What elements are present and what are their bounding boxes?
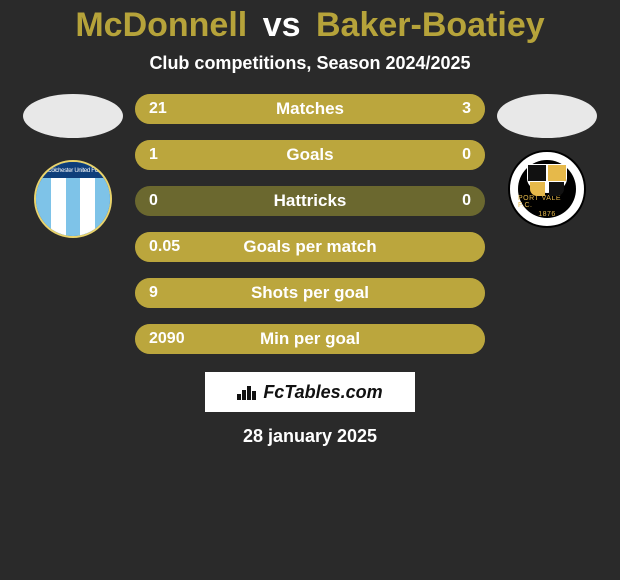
brand-text: FcTables.com xyxy=(263,382,382,403)
player-2-photo-placeholder xyxy=(497,94,597,138)
team-2-badge-year: 1876 xyxy=(538,211,556,218)
team-2-badge-text: PORT VALE F.C. xyxy=(518,195,576,209)
subtitle: Club competitions, Season 2024/2025 xyxy=(0,53,620,74)
stat-bar-shots-per-goal: 9Shots per goal xyxy=(135,278,485,308)
player-2-name: Baker-Boatiey xyxy=(316,6,545,44)
left-column: Colchester United FC xyxy=(23,94,123,238)
stat-bar-matches: 21Matches3 xyxy=(135,94,485,124)
bar-label: Goals xyxy=(135,145,485,165)
team-1-stripes xyxy=(36,178,110,236)
team-1-badge: Colchester United FC xyxy=(34,160,112,238)
bar-right-value: 0 xyxy=(462,192,471,210)
stat-bar-min-per-goal: 2090Min per goal xyxy=(135,324,485,354)
brand-icon xyxy=(237,384,257,400)
bar-right-value: 3 xyxy=(462,100,471,118)
stat-bars: 21Matches31Goals00Hattricks00.05Goals pe… xyxy=(135,94,485,354)
player-1-name: McDonnell xyxy=(75,6,247,44)
stat-bar-goals: 1Goals0 xyxy=(135,140,485,170)
team-2-badge: PORT VALE F.C. 1876 xyxy=(508,150,586,228)
brand-badge: FcTables.com xyxy=(205,372,415,412)
title-vs: vs xyxy=(263,6,301,44)
comparison-title: McDonnell vs Baker-Boatiey xyxy=(0,0,620,45)
comparison-content: Colchester United FC 21Matches31Goals00H… xyxy=(0,94,620,354)
bar-right-value: 0 xyxy=(462,146,471,164)
right-column: PORT VALE F.C. 1876 xyxy=(497,94,597,228)
footer-date: 28 january 2025 xyxy=(0,426,620,447)
stat-bar-hattricks: 0Hattricks0 xyxy=(135,186,485,216)
team-2-crest xyxy=(527,164,567,193)
bar-label: Hattricks xyxy=(135,191,485,211)
bar-label: Goals per match xyxy=(135,237,485,257)
bar-label: Shots per goal xyxy=(135,283,485,303)
bar-label: Matches xyxy=(135,99,485,119)
bar-label: Min per goal xyxy=(135,329,485,349)
player-1-photo-placeholder xyxy=(23,94,123,138)
stat-bar-goals-per-match: 0.05Goals per match xyxy=(135,232,485,262)
